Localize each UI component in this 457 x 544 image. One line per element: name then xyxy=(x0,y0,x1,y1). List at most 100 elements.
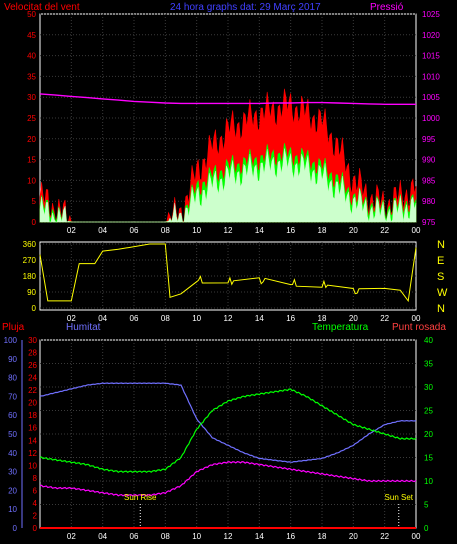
humidity-y-tick-label: 50 xyxy=(8,430,17,439)
humidity-y-tick-label: 30 xyxy=(8,468,17,477)
x-tick-label: 00 xyxy=(412,226,421,235)
temp-y-tick-label: 30 xyxy=(424,383,433,392)
x-tick-label: 02 xyxy=(67,532,76,541)
x-tick-label: 10 xyxy=(192,532,201,541)
rain-y-tick-label: 24 xyxy=(28,374,37,383)
temp-y-tick-label: 35 xyxy=(424,360,433,369)
pressure-y-tick-label: 1025 xyxy=(422,10,440,19)
x-tick-label: 08 xyxy=(161,226,170,235)
x-tick-label: 12 xyxy=(224,532,233,541)
wind-speed-label: Velocitat del vent xyxy=(4,2,80,13)
rain-y-tick-label: 30 xyxy=(28,336,37,345)
wind-y-tick-label: 5 xyxy=(32,197,37,206)
temp-y-tick-label: 5 xyxy=(424,501,429,510)
pressure-y-tick-label: 995 xyxy=(422,135,436,144)
x-tick-label: 16 xyxy=(286,226,295,235)
wind-y-tick-label: 50 xyxy=(27,10,36,19)
rain-label: Pluja xyxy=(2,322,25,333)
rain-y-tick-label: 4 xyxy=(33,499,38,508)
direction-y-tick-label: 360 xyxy=(23,240,37,249)
direction-y-tick-label: 90 xyxy=(27,288,36,297)
wind-direction-series xyxy=(39,243,417,303)
x-tick-label: 12 xyxy=(224,314,233,323)
rain-y-tick-label: 6 xyxy=(33,486,38,495)
x-tick-label: 20 xyxy=(349,226,358,235)
wind-y-tick-label: 25 xyxy=(27,114,36,123)
humidity-y-tick-label: 90 xyxy=(8,355,17,364)
pressure-label: Pressió xyxy=(370,2,404,13)
x-tick-label: 22 xyxy=(380,314,389,323)
temp-y-tick-label: 10 xyxy=(424,477,433,486)
temp-y-tick-label: 25 xyxy=(424,407,433,416)
direction-y-tick-label: 270 xyxy=(23,256,37,265)
x-tick-label: 14 xyxy=(255,226,264,235)
x-tick-label: 02 xyxy=(67,226,76,235)
wind-speed-series xyxy=(39,148,417,223)
pressure-y-tick-label: 1010 xyxy=(422,72,440,81)
x-tick-label: 04 xyxy=(98,532,107,541)
pressure-y-tick-label: 985 xyxy=(422,176,436,185)
x-tick-label: 18 xyxy=(318,314,327,323)
rain-y-tick-label: 20 xyxy=(28,399,37,408)
x-tick-label: 12 xyxy=(224,226,233,235)
x-tick-label: 18 xyxy=(318,532,327,541)
x-tick-label: 00 xyxy=(412,532,421,541)
wind-y-tick-label: 20 xyxy=(27,135,36,144)
x-tick-label: 08 xyxy=(161,314,170,323)
x-tick-label: 16 xyxy=(286,314,295,323)
humidity-y-tick-label: 40 xyxy=(8,449,17,458)
humidity-y-tick-label: 70 xyxy=(8,392,17,401)
direction-y-tick-label: 180 xyxy=(23,272,37,281)
x-tick-label: 06 xyxy=(130,314,139,323)
compass-label: E xyxy=(437,255,444,267)
pressure-series xyxy=(39,93,416,105)
x-tick-label: 06 xyxy=(130,226,139,235)
pressure-y-tick-label: 975 xyxy=(422,218,436,227)
wind-y-tick-label: 0 xyxy=(32,218,37,227)
humidity-series xyxy=(39,382,417,463)
pressure-y-tick-label: 1005 xyxy=(422,93,440,102)
wind-y-tick-label: 45 xyxy=(27,31,36,40)
wind-y-tick-label: 30 xyxy=(27,93,36,102)
humidity-y-tick-label: 10 xyxy=(8,505,17,514)
x-tick-label: 14 xyxy=(255,532,264,541)
temperature-series xyxy=(39,388,417,474)
compass-label: W xyxy=(437,287,448,299)
rain-y-tick-label: 18 xyxy=(28,411,37,420)
direction-y-tick-label: 0 xyxy=(32,304,37,313)
compass-label: N xyxy=(437,303,445,315)
x-tick-label: 18 xyxy=(318,226,327,235)
temperature-label: Temperatura xyxy=(312,322,369,333)
temp-y-tick-label: 20 xyxy=(424,430,433,439)
humidity-y-tick-label: 0 xyxy=(13,524,18,533)
humidity-label: Humitat xyxy=(66,322,101,333)
humidity-y-tick-label: 80 xyxy=(8,374,17,383)
pressure-y-tick-label: 1020 xyxy=(422,31,440,40)
sunrise-label: Sun Rise xyxy=(124,493,157,502)
humidity-y-tick-label: 60 xyxy=(8,411,17,420)
x-tick-label: 04 xyxy=(98,226,107,235)
dewpoint-label: Punt rosada xyxy=(392,322,446,333)
x-tick-label: 20 xyxy=(349,532,358,541)
rain-y-tick-label: 26 xyxy=(28,361,37,370)
rain-y-tick-label: 12 xyxy=(28,449,37,458)
sunset-label: Sun Set xyxy=(385,493,414,502)
pressure-y-tick-label: 1015 xyxy=(422,52,440,61)
x-tick-label: 08 xyxy=(161,532,170,541)
wind-y-tick-label: 35 xyxy=(27,72,36,81)
x-tick-label: 10 xyxy=(192,226,201,235)
rain-y-tick-label: 2 xyxy=(33,511,38,520)
x-tick-label: 22 xyxy=(380,532,389,541)
rain-y-tick-label: 8 xyxy=(33,474,38,483)
pressure-y-tick-label: 1000 xyxy=(422,114,440,123)
wind-y-tick-label: 40 xyxy=(27,52,36,61)
x-tick-label: 20 xyxy=(349,314,358,323)
temp-y-tick-label: 15 xyxy=(424,454,433,463)
rain-y-tick-label: 28 xyxy=(28,349,37,358)
humidity-y-tick-label: 100 xyxy=(4,336,18,345)
rain-y-tick-label: 0 xyxy=(33,524,38,533)
wind-y-tick-label: 15 xyxy=(27,156,36,165)
x-tick-label: 16 xyxy=(286,532,295,541)
temp-y-tick-label: 40 xyxy=(424,336,433,345)
